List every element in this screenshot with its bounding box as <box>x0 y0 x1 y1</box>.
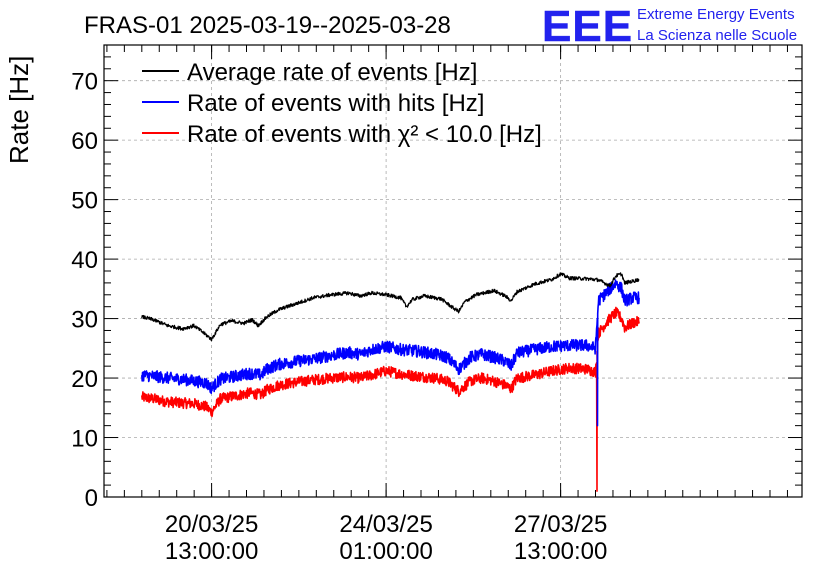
y-tick-label: 30 <box>71 307 98 334</box>
legend-label-hits: Rate of events with hits [Hz] <box>187 90 484 117</box>
x-tick-label-time: 01:00:00 <box>339 538 432 565</box>
tick-layer: 01020304050607020/03/2513:00:0024/03/250… <box>71 44 802 565</box>
series-average-rate <box>141 272 640 342</box>
x-tick-label-date: 27/03/25 <box>514 511 607 538</box>
series-rate-chi2 <box>141 306 640 492</box>
logo-mark: EEE <box>542 2 633 51</box>
series-layer <box>141 272 640 492</box>
y-tick-label: 50 <box>71 188 98 215</box>
y-tick-label: 60 <box>71 128 98 155</box>
y-axis-title: Rate [Hz] <box>4 56 34 164</box>
legend: Average rate of events [Hz] Rate of even… <box>142 59 542 148</box>
x-tick-label-time: 13:00:00 <box>165 538 258 565</box>
chart-title: FRAS-01 2025-03-19--2025-03-28 <box>84 12 451 39</box>
y-tick-label: 20 <box>71 366 98 393</box>
logo-line-2: La Scienza nelle Scuole <box>637 27 797 44</box>
series-rate-with-hits <box>141 279 640 427</box>
x-tick-label-date: 24/03/25 <box>339 511 432 538</box>
legend-label-chi2: Rate of events with χ² < 10.0 [Hz] <box>187 121 542 148</box>
y-tick-label: 40 <box>71 247 98 274</box>
legend-label-average: Average rate of events [Hz] <box>187 59 477 86</box>
y-tick-label: 0 <box>85 485 98 512</box>
y-tick-label: 70 <box>71 69 98 96</box>
x-tick-label-date: 20/03/25 <box>165 511 258 538</box>
eee-logo: EEE Extreme Energy Events La Scienza nel… <box>542 2 797 52</box>
logo-line-1: Extreme Energy Events <box>637 6 795 23</box>
y-tick-label: 10 <box>71 426 98 453</box>
x-tick-label-time: 13:00:00 <box>514 538 607 565</box>
